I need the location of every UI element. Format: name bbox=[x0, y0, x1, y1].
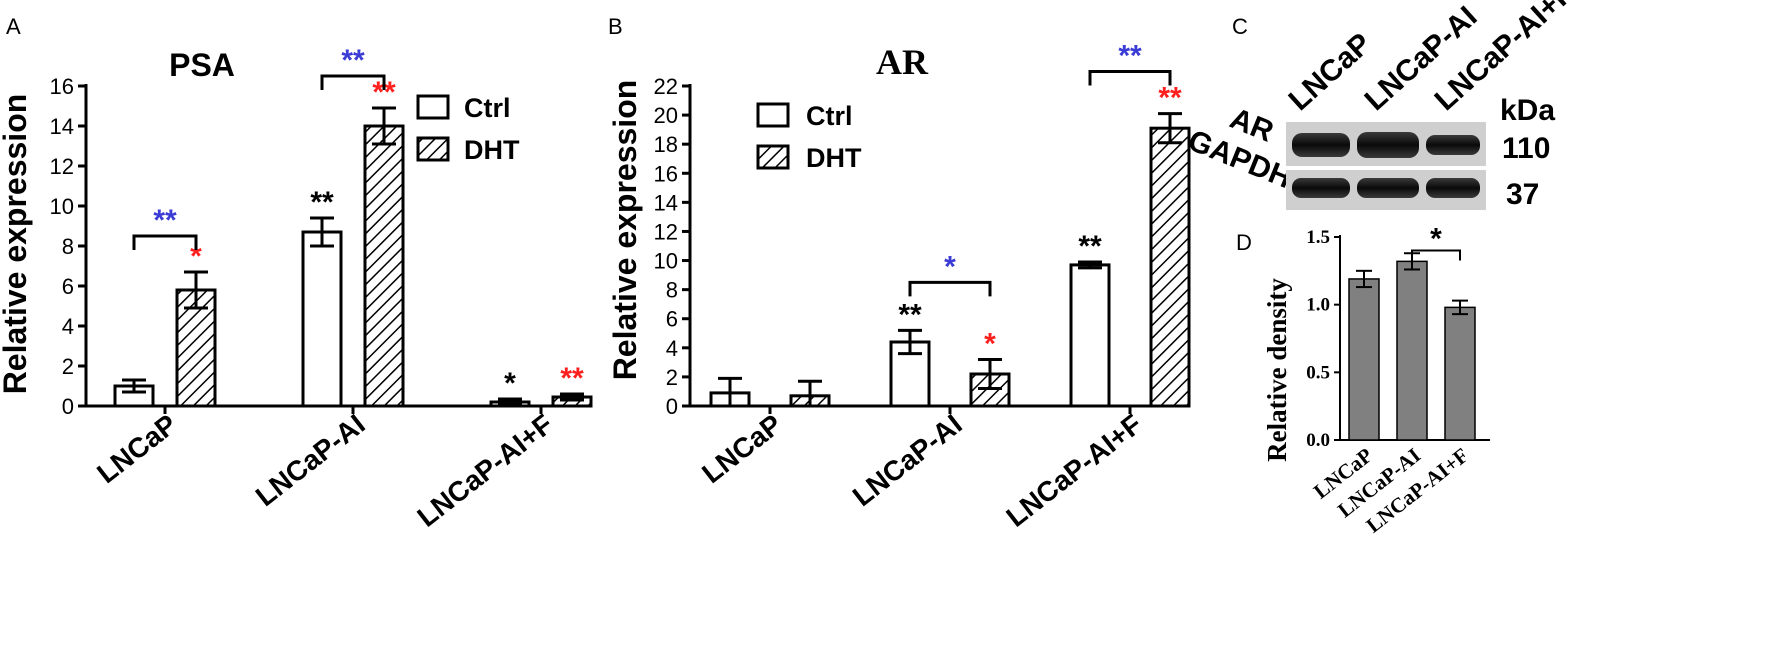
y-tick-label: 1.0 bbox=[1306, 295, 1330, 316]
x-category-label: LNCaP bbox=[696, 408, 787, 489]
significance-bracket bbox=[132, 234, 198, 250]
chart-b-title: AR bbox=[876, 42, 929, 82]
significance-marker: ** bbox=[560, 362, 584, 395]
y-tick-label: 4 bbox=[62, 314, 74, 339]
legend-ctrl-swatch bbox=[416, 94, 450, 120]
blot-band-gapdh bbox=[1292, 178, 1350, 198]
y-tick-label: 12 bbox=[50, 154, 74, 179]
significance-marker: ** bbox=[341, 44, 365, 77]
y-tick-label: 4 bbox=[666, 336, 678, 361]
y-tick-label: 14 bbox=[654, 190, 678, 215]
panel-letter-a: A bbox=[6, 14, 21, 39]
significance-marker: * bbox=[1430, 223, 1442, 256]
x-category-label: LNCaP-AI bbox=[847, 408, 968, 512]
significance-marker: ** bbox=[372, 76, 396, 109]
chart-b-plot: 0 2 4 6 8 10 12 14 16 18 20 22 LNCaP LNCaP-AI LNCaP-AI… bbox=[654, 39, 1191, 533]
legend-dht-swatch bbox=[756, 144, 790, 170]
y-tick-label: 1.5 bbox=[1306, 227, 1330, 248]
panel-letter-d: D bbox=[1236, 230, 1252, 255]
blot-band-ar bbox=[1292, 133, 1350, 157]
chart-b-ylabel: Relative expression bbox=[607, 80, 643, 381]
y-tick-label: 6 bbox=[62, 274, 74, 299]
panel-letter-b: B bbox=[608, 14, 623, 39]
y-tick-label: 10 bbox=[654, 249, 678, 274]
y-tick-label: 0 bbox=[666, 394, 678, 419]
legend-dht-swatch bbox=[416, 136, 450, 162]
significance-bracket bbox=[908, 280, 992, 297]
y-tick-label: 20 bbox=[654, 103, 678, 128]
significance-marker: * bbox=[504, 367, 516, 400]
blot-band-gapdh bbox=[1426, 178, 1480, 198]
blot-kda-110: 110 bbox=[1502, 132, 1550, 165]
legend-ctrl-label: Ctrl bbox=[806, 101, 853, 131]
blot-kda-37: 37 bbox=[1506, 178, 1539, 211]
blot-unit-label: kDa bbox=[1500, 94, 1555, 127]
y-tick-label: 0.0 bbox=[1306, 430, 1330, 451]
y-tick-label: 6 bbox=[666, 307, 678, 332]
bar-ctrl bbox=[1069, 263, 1111, 408]
density-bar bbox=[1444, 306, 1476, 441]
y-tick-label: 18 bbox=[654, 132, 678, 157]
panel-letter-c: C bbox=[1232, 14, 1248, 39]
significance-marker: ** bbox=[1078, 230, 1102, 263]
legend-ctrl-swatch bbox=[756, 102, 790, 128]
density-bar bbox=[1396, 260, 1428, 441]
x-category-label: LNCaP-AI bbox=[250, 408, 371, 512]
legend-dht-label: DHT bbox=[464, 135, 520, 165]
y-tick-label: 14 bbox=[50, 114, 74, 139]
significance-marker: ** bbox=[898, 298, 922, 331]
significance-marker: * bbox=[944, 250, 956, 283]
x-category-label: LNCaP-AI+F bbox=[1000, 408, 1147, 533]
bar-dht bbox=[1149, 126, 1191, 408]
chart-a-legend: Ctrl DHT bbox=[416, 93, 520, 165]
legend-ctrl-label: Ctrl bbox=[464, 93, 511, 123]
bar-dht bbox=[363, 124, 405, 408]
significance-bracket bbox=[320, 74, 386, 90]
blot-band-ar bbox=[1426, 135, 1480, 155]
y-tick-label: 2 bbox=[666, 365, 678, 390]
significance-marker: * bbox=[984, 327, 996, 360]
x-category-label: LNCaP bbox=[91, 408, 182, 489]
y-tick-label: 22 bbox=[654, 74, 678, 99]
density-bar bbox=[1348, 278, 1380, 441]
legend-dht-label: DHT bbox=[806, 143, 862, 173]
x-category-label: LNCaP-AI+F bbox=[411, 408, 558, 533]
blot-band-gapdh bbox=[1357, 178, 1419, 198]
y-tick-label: 10 bbox=[50, 194, 74, 219]
y-tick-label: 2 bbox=[62, 354, 74, 379]
chart-a-ylabel: Relative expression bbox=[0, 94, 33, 395]
chart-a-title: PSA bbox=[169, 47, 235, 83]
significance-marker: * bbox=[190, 240, 202, 273]
bar-dht bbox=[175, 288, 217, 408]
blot-band-ar bbox=[1357, 132, 1419, 158]
blot-lane-label: LNCaP bbox=[1283, 27, 1378, 117]
y-tick-label: 0.5 bbox=[1306, 362, 1330, 383]
bar-ctrl bbox=[301, 230, 343, 408]
significance-marker: ** bbox=[310, 186, 334, 219]
chart-d-ylabel: Relative density bbox=[1262, 278, 1292, 462]
significance-bracket bbox=[1411, 249, 1461, 261]
y-tick-label: 16 bbox=[50, 74, 74, 99]
y-tick-label: 8 bbox=[62, 234, 74, 259]
significance-marker: ** bbox=[153, 204, 177, 237]
chart-b-legend: Ctrl DHT bbox=[756, 101, 862, 173]
y-tick-label: 8 bbox=[666, 278, 678, 303]
significance-marker: ** bbox=[1158, 82, 1182, 115]
y-tick-label: 16 bbox=[654, 161, 678, 186]
blot-divider bbox=[1286, 166, 1486, 170]
y-tick-label: 12 bbox=[654, 219, 678, 244]
significance-marker: ** bbox=[1118, 39, 1142, 72]
y-tick-label: 0 bbox=[62, 394, 74, 419]
significance-bracket bbox=[1088, 69, 1172, 86]
